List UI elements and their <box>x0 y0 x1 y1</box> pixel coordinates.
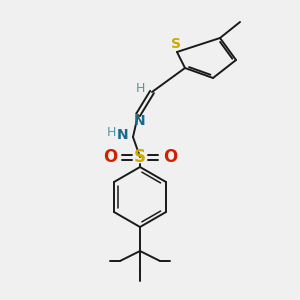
Text: N: N <box>134 114 146 128</box>
Text: S: S <box>134 148 146 166</box>
Text: N: N <box>117 128 129 142</box>
Text: O: O <box>163 148 177 166</box>
Text: H: H <box>106 127 116 140</box>
Text: H: H <box>135 82 145 94</box>
Text: O: O <box>103 148 117 166</box>
Text: S: S <box>171 37 181 51</box>
